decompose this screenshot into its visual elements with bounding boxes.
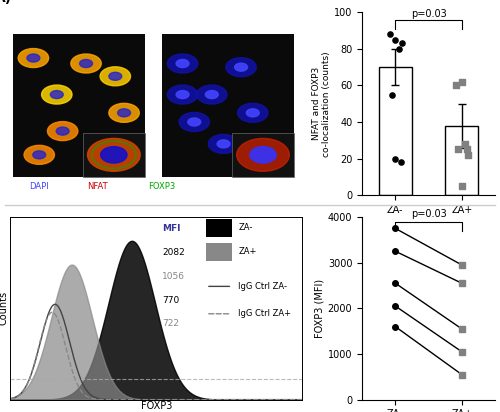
Circle shape	[100, 67, 130, 86]
Point	[461, 140, 469, 147]
Circle shape	[234, 63, 248, 71]
Point	[464, 152, 472, 158]
Circle shape	[236, 138, 290, 171]
Text: ZA-: ZA-	[238, 223, 252, 232]
Bar	[206, 243, 233, 261]
Circle shape	[71, 54, 102, 73]
Text: 2082: 2082	[162, 248, 185, 257]
Bar	[232, 133, 294, 177]
Point	[452, 82, 460, 89]
Circle shape	[50, 91, 63, 98]
Circle shape	[168, 54, 198, 73]
Circle shape	[176, 59, 189, 68]
Point	[388, 91, 396, 98]
Point	[458, 183, 466, 189]
Bar	[378, 67, 412, 195]
Circle shape	[118, 109, 130, 117]
Point	[454, 146, 462, 153]
Circle shape	[179, 112, 210, 131]
Circle shape	[176, 91, 189, 98]
Text: p=0.03: p=0.03	[410, 9, 446, 19]
Point	[396, 159, 404, 166]
Circle shape	[196, 85, 227, 104]
Text: IgG Ctrl ZA-: IgG Ctrl ZA-	[238, 282, 287, 291]
Circle shape	[24, 145, 54, 164]
Circle shape	[217, 140, 230, 148]
Y-axis label: FOXP3 (MFI): FOXP3 (MFI)	[315, 279, 325, 338]
Y-axis label: Counts: Counts	[0, 291, 8, 325]
Circle shape	[109, 72, 122, 80]
Circle shape	[100, 147, 127, 163]
Circle shape	[27, 54, 40, 62]
Circle shape	[226, 58, 256, 77]
Text: A): A)	[0, 0, 12, 5]
Text: MFI: MFI	[162, 224, 180, 233]
Point	[392, 37, 400, 43]
Point	[458, 78, 466, 85]
Circle shape	[208, 134, 238, 153]
Text: 770: 770	[162, 295, 180, 304]
Text: 722: 722	[162, 319, 179, 328]
Circle shape	[56, 127, 69, 135]
Circle shape	[188, 118, 200, 126]
Text: ZA+: ZA+	[216, 19, 240, 29]
Bar	[13, 34, 144, 177]
X-axis label: FOXP3: FOXP3	[140, 401, 172, 411]
Text: 1056: 1056	[162, 272, 185, 281]
Point	[392, 155, 400, 162]
Bar	[162, 34, 294, 177]
Text: NFAT: NFAT	[88, 183, 108, 192]
Circle shape	[206, 91, 218, 98]
Text: IgG Ctrl ZA+: IgG Ctrl ZA+	[238, 309, 291, 318]
Text: ZA+: ZA+	[238, 247, 256, 256]
Bar	[206, 219, 233, 237]
Point	[394, 46, 402, 52]
Point	[398, 40, 406, 47]
Circle shape	[238, 103, 268, 122]
Circle shape	[88, 138, 140, 171]
Text: DAPI: DAPI	[30, 183, 49, 192]
Circle shape	[168, 85, 198, 104]
Circle shape	[33, 151, 46, 159]
Point	[386, 31, 394, 37]
Circle shape	[48, 122, 78, 140]
Circle shape	[246, 109, 259, 117]
Y-axis label: NFAT and FOXP3
co-localization (counts): NFAT and FOXP3 co-localization (counts)	[312, 51, 331, 157]
Circle shape	[42, 85, 72, 104]
Bar	[445, 126, 478, 195]
Circle shape	[109, 103, 140, 122]
Text: p=0.03: p=0.03	[410, 209, 446, 219]
Text: FOXP3: FOXP3	[148, 183, 176, 192]
Point	[463, 146, 471, 153]
Circle shape	[18, 49, 48, 68]
Circle shape	[80, 59, 92, 68]
Bar	[83, 133, 144, 177]
Circle shape	[250, 147, 276, 163]
Text: ZA-: ZA-	[69, 19, 88, 29]
